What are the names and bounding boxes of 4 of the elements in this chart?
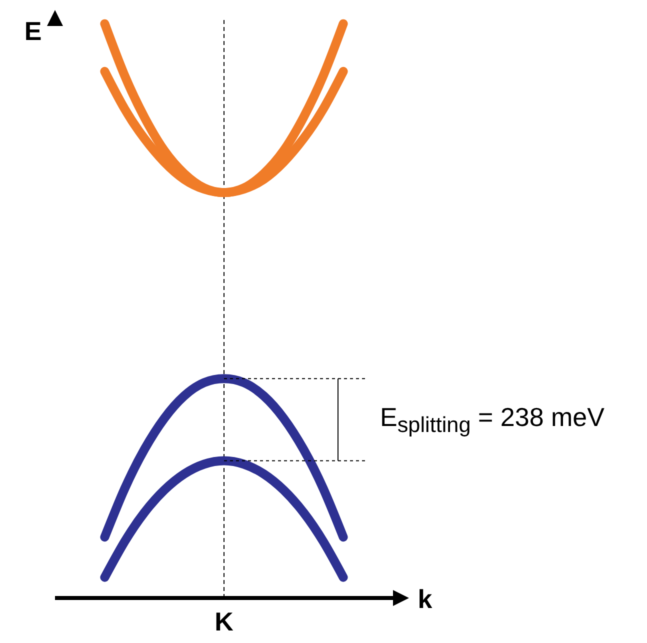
text: E$_{splitting}$ = 238 meV <box>380 402 604 439</box>
text: K <box>214 606 234 636</box>
x-axis-title: k <box>418 584 433 614</box>
y-axis-title: E <box>24 16 42 46</box>
